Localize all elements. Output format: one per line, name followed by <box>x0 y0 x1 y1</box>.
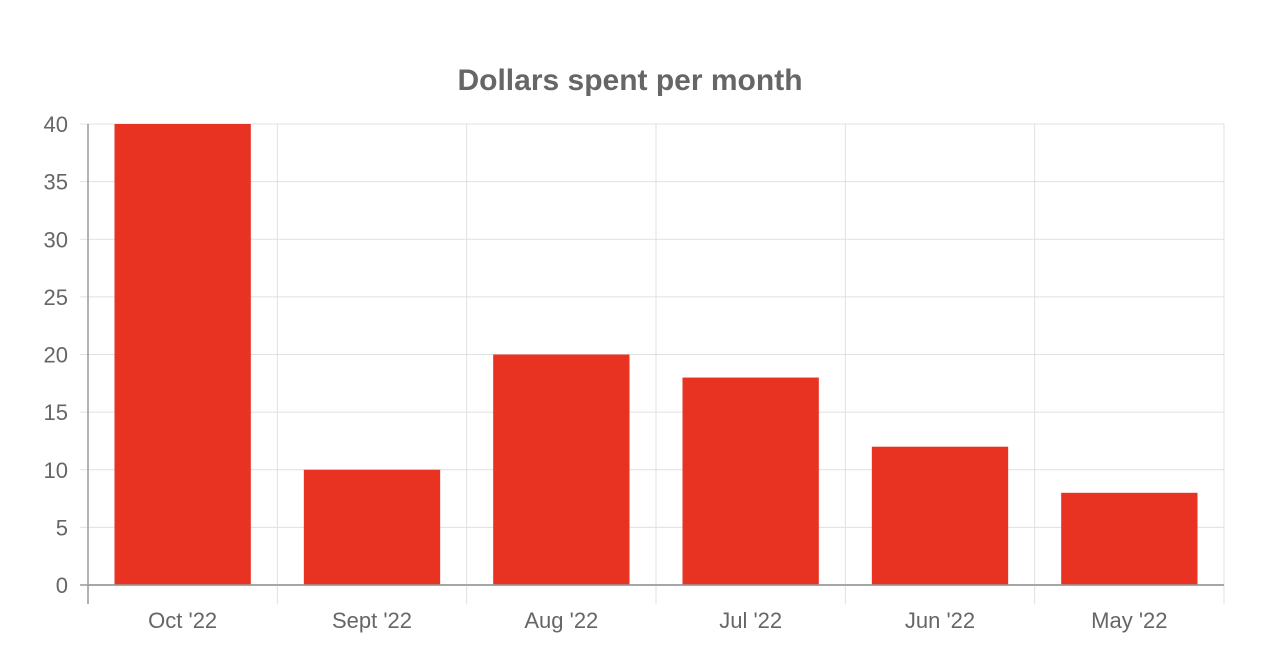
x-tick-label: May '22 <box>1091 608 1167 633</box>
chart-title: Dollars spent per month <box>457 64 803 97</box>
x-tick-label: Aug '22 <box>524 608 598 633</box>
x-tick-label: Sept '22 <box>332 608 412 633</box>
bar-2[interactable] <box>493 354 630 586</box>
y-tick-label: 25 <box>44 285 68 310</box>
bar-1[interactable] <box>303 469 441 585</box>
y-tick-label: 15 <box>44 400 68 425</box>
y-tick-label: 5 <box>56 515 68 540</box>
x-tick-label: Oct '22 <box>148 608 217 633</box>
y-tick-label: 10 <box>44 458 68 483</box>
y-tick-label: 40 <box>44 112 68 137</box>
y-tick-label: 35 <box>44 170 68 195</box>
x-tick-label: Jun '22 <box>905 608 975 633</box>
y-tick-label: 20 <box>44 343 68 368</box>
bar-4[interactable] <box>871 446 1009 585</box>
y-tick-label: 0 <box>56 573 68 598</box>
bar-0[interactable] <box>114 124 251 585</box>
x-tick-label: Jul '22 <box>719 608 782 633</box>
bar-5[interactable] <box>1061 492 1198 585</box>
bar-3[interactable] <box>682 377 819 585</box>
y-tick-label: 30 <box>44 227 68 252</box>
